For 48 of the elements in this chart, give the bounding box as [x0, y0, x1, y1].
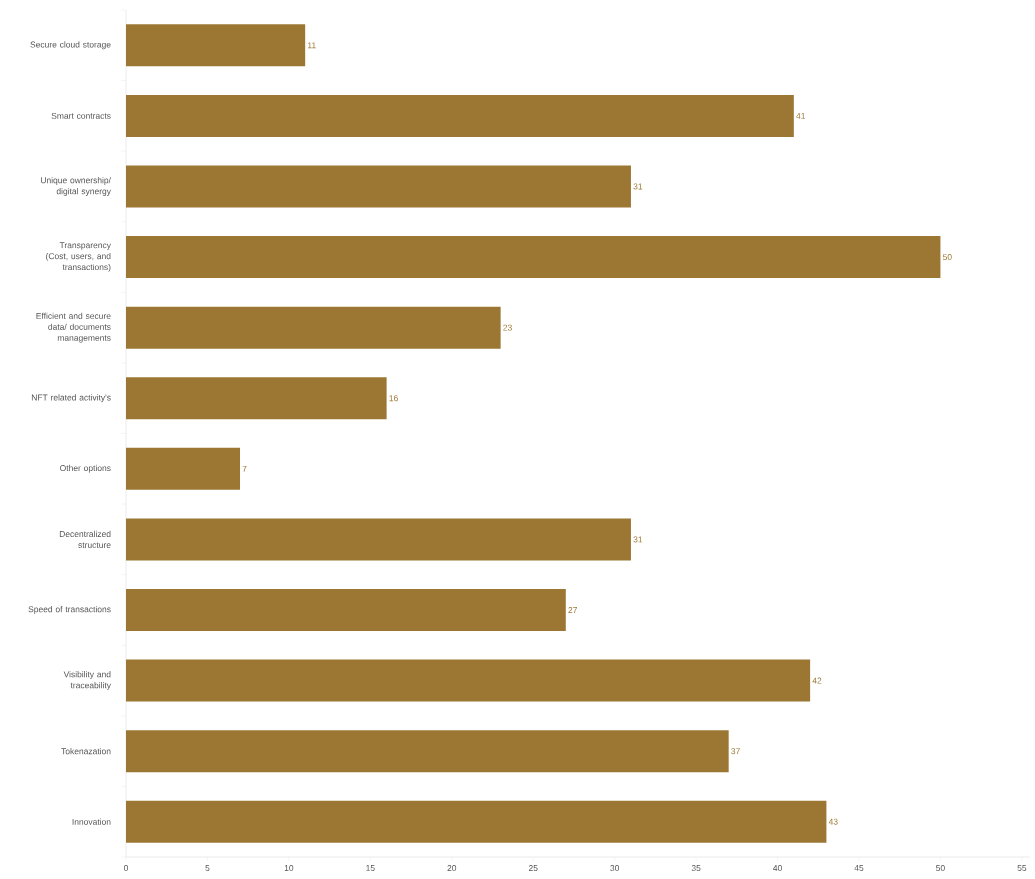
x-tick-label: 35	[691, 865, 701, 872]
bar	[126, 730, 729, 773]
data-label: 43	[828, 818, 838, 825]
data-label: 31	[633, 183, 643, 190]
y-tick-label: Secure cloud storage	[30, 41, 111, 50]
y-tick-label: Visibility and traceability	[63, 671, 111, 690]
data-label: 50	[942, 254, 952, 261]
data-label: 41	[796, 112, 806, 119]
data-label: 27	[568, 607, 577, 613]
y-tick-label: Transparency (Cost, users, and transactions)	[46, 242, 111, 272]
x-tick-label: 5	[205, 865, 210, 871]
data-label: 7	[242, 465, 247, 472]
x-tick-label: 10	[284, 865, 294, 872]
bar	[126, 588, 566, 631]
y-tick-label: Speed of transactions	[28, 606, 111, 614]
y-tick-label: NFT related activity's	[31, 394, 111, 403]
y-tick-label: Innovation	[72, 818, 111, 825]
data-label: 37	[731, 748, 740, 755]
bar	[126, 447, 241, 490]
bar	[126, 94, 794, 137]
y-tick-label: Other options	[60, 464, 111, 473]
bar	[126, 518, 631, 561]
x-tick-label: 30	[610, 865, 620, 872]
y-tick-label: Smart contracts	[51, 112, 111, 119]
x-tick-label: 50	[936, 865, 945, 872]
bar	[126, 165, 631, 208]
data-label: 16	[389, 395, 398, 402]
data-label: 31	[633, 536, 643, 543]
data-label: 11	[308, 42, 316, 49]
bar	[126, 306, 501, 349]
x-tick-label: 25	[528, 865, 538, 872]
bar	[126, 236, 941, 279]
bar	[126, 24, 306, 67]
y-tick-label: Efficient and secure data/ documents managements	[36, 312, 111, 343]
x-tick-label: 45	[854, 865, 864, 871]
bar	[126, 800, 827, 843]
x-tick-label: 55	[1017, 865, 1027, 871]
bar	[126, 659, 811, 702]
y-tick-label: Unique ownership/ digital synergy	[41, 177, 111, 196]
x-tick-label: 40	[773, 865, 782, 872]
y-tick-label: Decentralized structure	[59, 530, 111, 548]
x-tick-label: 0	[123, 865, 129, 872]
x-tick-label: 20	[447, 865, 457, 872]
x-tick-label: 15	[366, 865, 375, 871]
bar	[126, 377, 387, 420]
data-label: 23	[503, 324, 512, 331]
y-tick-label: Tokenazation	[61, 748, 111, 755]
data-label: 42	[812, 677, 822, 684]
